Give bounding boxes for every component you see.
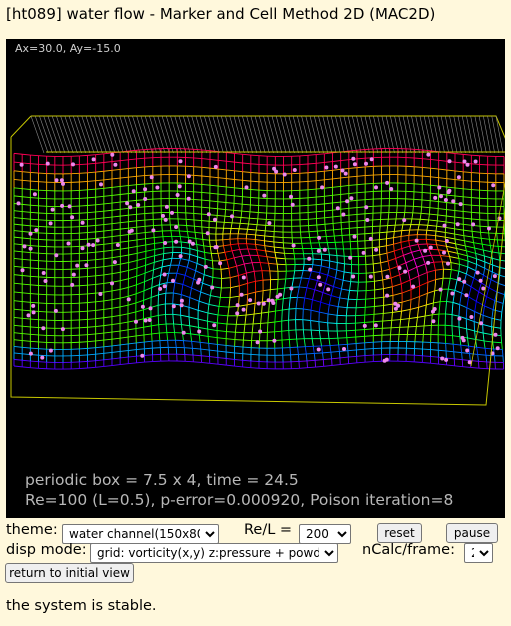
return-initial-view-button[interactable]: return to initial view [5,563,134,583]
vorticity-grid [13,148,505,370]
reset-button[interactable]: reset [377,523,422,543]
box-frame-front [10,137,505,406]
re-l-select[interactable]: 200 [299,524,351,544]
disp-mode-select[interactable]: grid: vorticity(x,y) z:pressure + powder [90,543,338,563]
powder-markers [16,152,502,365]
ncalc-label: nCalc/frame: [362,542,455,558]
re-l-label: Re/L = [244,522,293,538]
pause-button[interactable]: pause [446,523,498,543]
box-time-info: periodic box = 7.5 x 4, time = 24.5 [25,471,299,489]
simulation-canvas[interactable]: Ax=30.0, Ay=-15.0 periodic box = 7.5 x 4… [6,39,505,518]
reynolds-info: Re=100 (L=0.5), p-error=0.000920, Poison… [25,491,454,509]
box-frame-edge-right [470,181,505,367]
theme-label: theme: [6,522,58,538]
box-frame-edge [10,115,32,138]
flow-visualization[interactable] [6,39,505,518]
disp-mode-label: disp mode: [6,542,87,558]
status-message: the system is stable. [6,598,157,614]
theme-select[interactable]: water channel(150x80) [62,524,219,544]
page-title: [ht089] water flow - Marker and Cell Met… [6,5,436,23]
top-wall-hatch [30,115,504,154]
view-angle-readout: Ax=30.0, Ay=-15.0 [15,42,121,55]
ncalc-select[interactable]: 2 [464,543,493,563]
